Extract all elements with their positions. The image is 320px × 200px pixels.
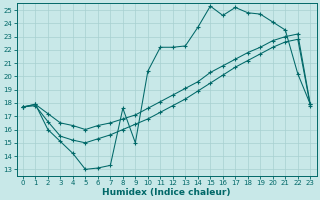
X-axis label: Humidex (Indice chaleur): Humidex (Indice chaleur) (102, 188, 231, 197)
